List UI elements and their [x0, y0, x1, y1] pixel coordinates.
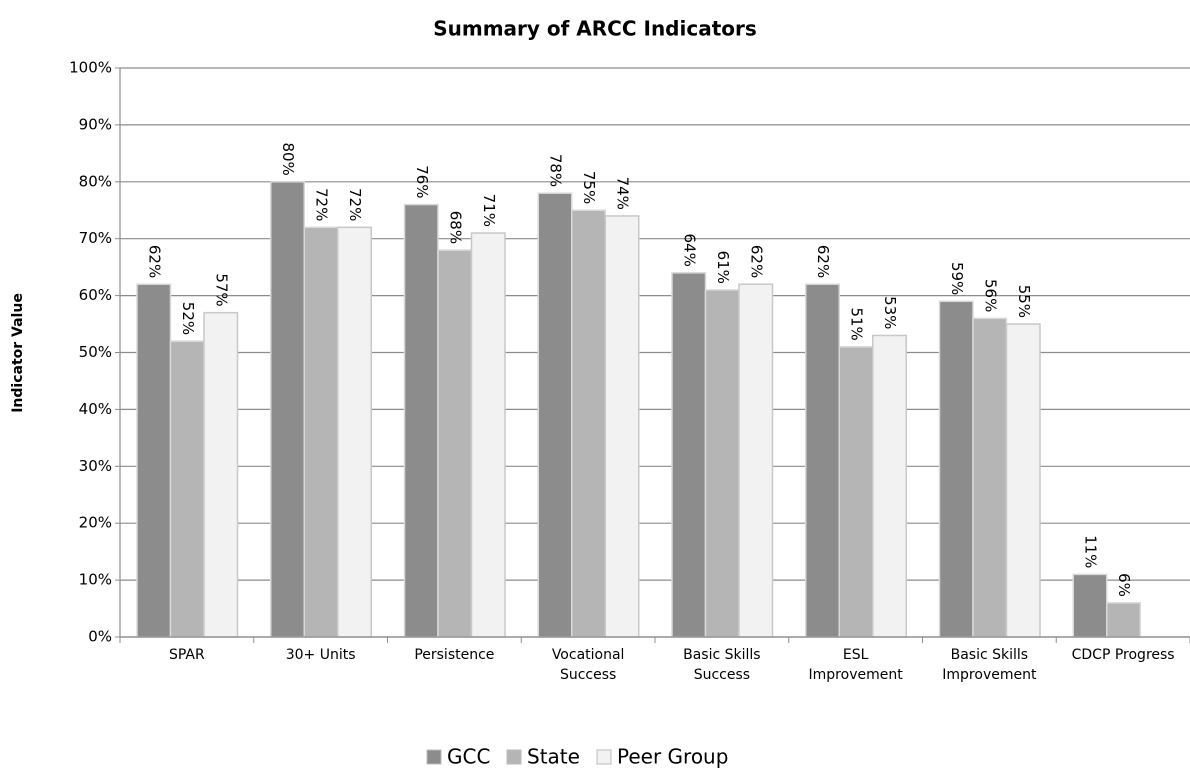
bar: [671, 272, 707, 638]
x-tick-label: Basic Skills Success: [683, 647, 761, 683]
data-label: 76%: [413, 165, 431, 198]
x-tick-label: 30+ Units: [285, 647, 356, 663]
bar: [136, 283, 172, 638]
y-tick-label: 40%: [79, 400, 112, 418]
data-label: 57%: [212, 273, 230, 306]
bar: [571, 209, 606, 638]
bar: [403, 203, 439, 638]
bar: [972, 317, 1008, 638]
y-axis-title: Indicator Value: [10, 293, 26, 413]
bar: [337, 226, 372, 638]
bar: [1072, 573, 1108, 638]
bar: [270, 181, 305, 638]
y-tick-label: 20%: [79, 514, 112, 532]
data-label: 62%: [814, 245, 832, 278]
bar: [470, 232, 506, 638]
y-tick-label: 90%: [79, 115, 112, 133]
bar: [738, 283, 774, 638]
y-tick-label: 30%: [79, 457, 112, 475]
data-label: 6%: [1115, 573, 1133, 597]
chart-title: Summary of ARCC Indicators: [433, 17, 757, 41]
data-label: 80%: [279, 142, 297, 175]
legend-swatch: [426, 749, 442, 765]
x-tick-label: SPAR: [169, 647, 205, 663]
bar: [437, 249, 473, 638]
bar: [838, 346, 874, 638]
x-tick-label: Basic Skills Improvement: [942, 647, 1037, 683]
legend-label: GCC: [447, 745, 490, 769]
data-label: 53%: [881, 296, 899, 329]
data-label: 78%: [547, 154, 565, 187]
y-tick-label: 70%: [79, 229, 112, 247]
y-tick-label: 50%: [79, 343, 112, 361]
y-tick-label: 10%: [79, 571, 112, 589]
data-label: 62%: [145, 245, 163, 278]
data-label: 62%: [747, 245, 765, 278]
bar: [604, 215, 640, 638]
bar: [203, 311, 239, 638]
legend-label: State: [527, 745, 580, 769]
x-tick-label: Vocational Success: [551, 647, 625, 683]
bar: [1106, 602, 1141, 638]
y-tick-label: 100%: [69, 59, 112, 77]
bar: [704, 289, 740, 638]
x-tick-label: CDCP Progress: [1071, 647, 1175, 663]
bar: [938, 300, 974, 638]
bar: [537, 192, 573, 638]
x-tick-label: Persistence: [414, 647, 495, 663]
y-tick-label: 60%: [79, 286, 112, 304]
legend-label: Peer Group: [617, 745, 728, 769]
bar: [872, 334, 907, 638]
data-label: 75%: [580, 171, 598, 204]
data-label: 51%: [848, 307, 866, 340]
data-label: 71%: [480, 194, 498, 227]
x-tick-label: ESL Improvement: [808, 647, 903, 683]
data-label: 11%: [1082, 535, 1100, 568]
data-label: 68%: [446, 211, 464, 244]
y-tick-label: 80%: [79, 172, 112, 190]
data-label: 61%: [714, 251, 732, 284]
legend-swatch: [596, 749, 612, 765]
bar: [169, 340, 205, 638]
bar: [303, 226, 339, 638]
data-label: 74%: [614, 177, 632, 210]
data-label: 56%: [981, 279, 999, 312]
data-label: 72%: [346, 188, 364, 221]
data-label: 59%: [948, 262, 966, 295]
bar: [1005, 323, 1041, 638]
data-label: 55%: [1015, 285, 1033, 318]
data-label: 64%: [680, 233, 698, 266]
data-label: 72%: [313, 188, 331, 221]
y-tick-label: 0%: [88, 628, 112, 646]
data-label: 52%: [179, 302, 197, 335]
legend-swatch: [506, 749, 522, 765]
bar: [805, 283, 840, 638]
